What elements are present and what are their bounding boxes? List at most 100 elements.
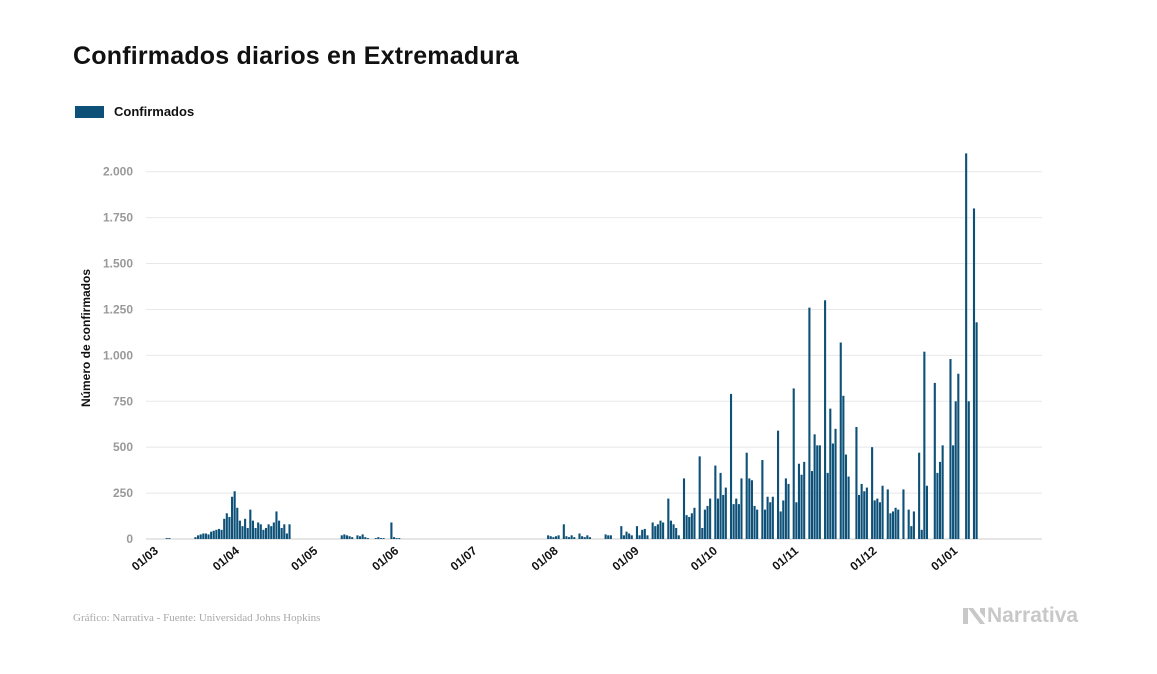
y-tick-label: 1.250	[103, 302, 133, 316]
bar	[212, 530, 215, 539]
bar	[745, 452, 748, 539]
bar	[278, 520, 281, 539]
bar	[225, 513, 228, 539]
bar	[398, 538, 401, 539]
bar	[554, 536, 558, 539]
bar	[656, 524, 659, 539]
bar	[379, 538, 383, 539]
bar	[779, 511, 782, 539]
bar	[816, 445, 819, 539]
bar	[701, 527, 704, 539]
bar	[769, 502, 772, 539]
bar	[395, 538, 398, 539]
x-tick-label: 01/03	[129, 543, 161, 573]
bar	[254, 527, 257, 539]
bar	[724, 487, 727, 539]
bar	[194, 537, 197, 539]
bar	[902, 489, 905, 539]
bar	[716, 498, 720, 539]
source-credit: Gráfico: Narrativa - Fuente: Universidad…	[73, 612, 321, 624]
bar	[356, 535, 359, 539]
bar	[643, 528, 646, 539]
bar	[826, 472, 829, 539]
bar	[855, 426, 858, 539]
bar	[359, 536, 362, 539]
bar	[578, 533, 581, 539]
bar	[207, 534, 210, 539]
bar	[267, 524, 270, 539]
x-tick-label: 01/07	[448, 543, 480, 573]
bar	[259, 524, 262, 539]
bar	[938, 461, 942, 539]
bar	[233, 491, 236, 539]
bar	[662, 522, 665, 539]
bar	[215, 529, 218, 539]
x-tick-label: 01/10	[688, 543, 720, 573]
bar	[392, 537, 396, 539]
bar	[918, 452, 921, 539]
bar	[954, 401, 957, 539]
bar	[625, 531, 628, 539]
bar	[756, 509, 759, 539]
bar	[761, 460, 764, 539]
bar	[568, 537, 571, 539]
bar	[570, 535, 573, 539]
bar	[813, 434, 816, 539]
bar	[262, 529, 265, 539]
bar	[873, 500, 876, 539]
bar	[217, 528, 221, 539]
legend: Confirmados	[75, 104, 194, 119]
bar	[753, 505, 756, 539]
x-tick-label: 01/01	[928, 543, 960, 573]
bar	[787, 483, 790, 539]
bar	[581, 536, 584, 539]
bar	[933, 382, 936, 539]
bar	[886, 489, 889, 539]
bar	[609, 535, 612, 539]
bar	[972, 208, 976, 539]
bar	[264, 527, 268, 539]
bar	[351, 537, 354, 539]
bar	[808, 307, 811, 539]
bar	[638, 535, 641, 539]
bar	[236, 507, 239, 539]
bar	[607, 535, 610, 539]
bar	[210, 531, 213, 539]
bar	[690, 513, 693, 539]
bar	[941, 445, 944, 539]
bar	[685, 515, 688, 539]
bar	[583, 537, 586, 539]
bar	[889, 513, 892, 539]
bar	[641, 529, 644, 539]
bar	[628, 533, 631, 539]
bar	[810, 471, 814, 539]
bar	[748, 478, 751, 539]
bar	[737, 504, 740, 539]
bar	[834, 428, 837, 539]
brand-logo: Narrativa	[963, 604, 1078, 628]
y-tick-label: 2.000	[103, 165, 133, 179]
bar	[168, 538, 171, 539]
bar	[925, 485, 929, 539]
bar	[377, 537, 380, 539]
brand-name: Narrativa	[987, 604, 1079, 627]
bar	[604, 534, 607, 539]
bar	[283, 524, 286, 539]
bar	[735, 498, 738, 539]
bar	[740, 478, 743, 539]
legend-swatch	[75, 105, 104, 118]
bar	[272, 522, 275, 539]
bar	[936, 472, 939, 539]
bar	[688, 516, 691, 539]
bar	[865, 487, 868, 539]
bar	[920, 529, 923, 539]
x-tick-label: 01/05	[288, 543, 320, 573]
bar	[246, 527, 249, 539]
bar	[719, 472, 722, 539]
bar	[659, 520, 662, 539]
bar	[957, 373, 960, 539]
bar	[165, 538, 168, 539]
bar	[766, 496, 769, 539]
bar	[382, 538, 385, 539]
bar	[257, 522, 260, 539]
